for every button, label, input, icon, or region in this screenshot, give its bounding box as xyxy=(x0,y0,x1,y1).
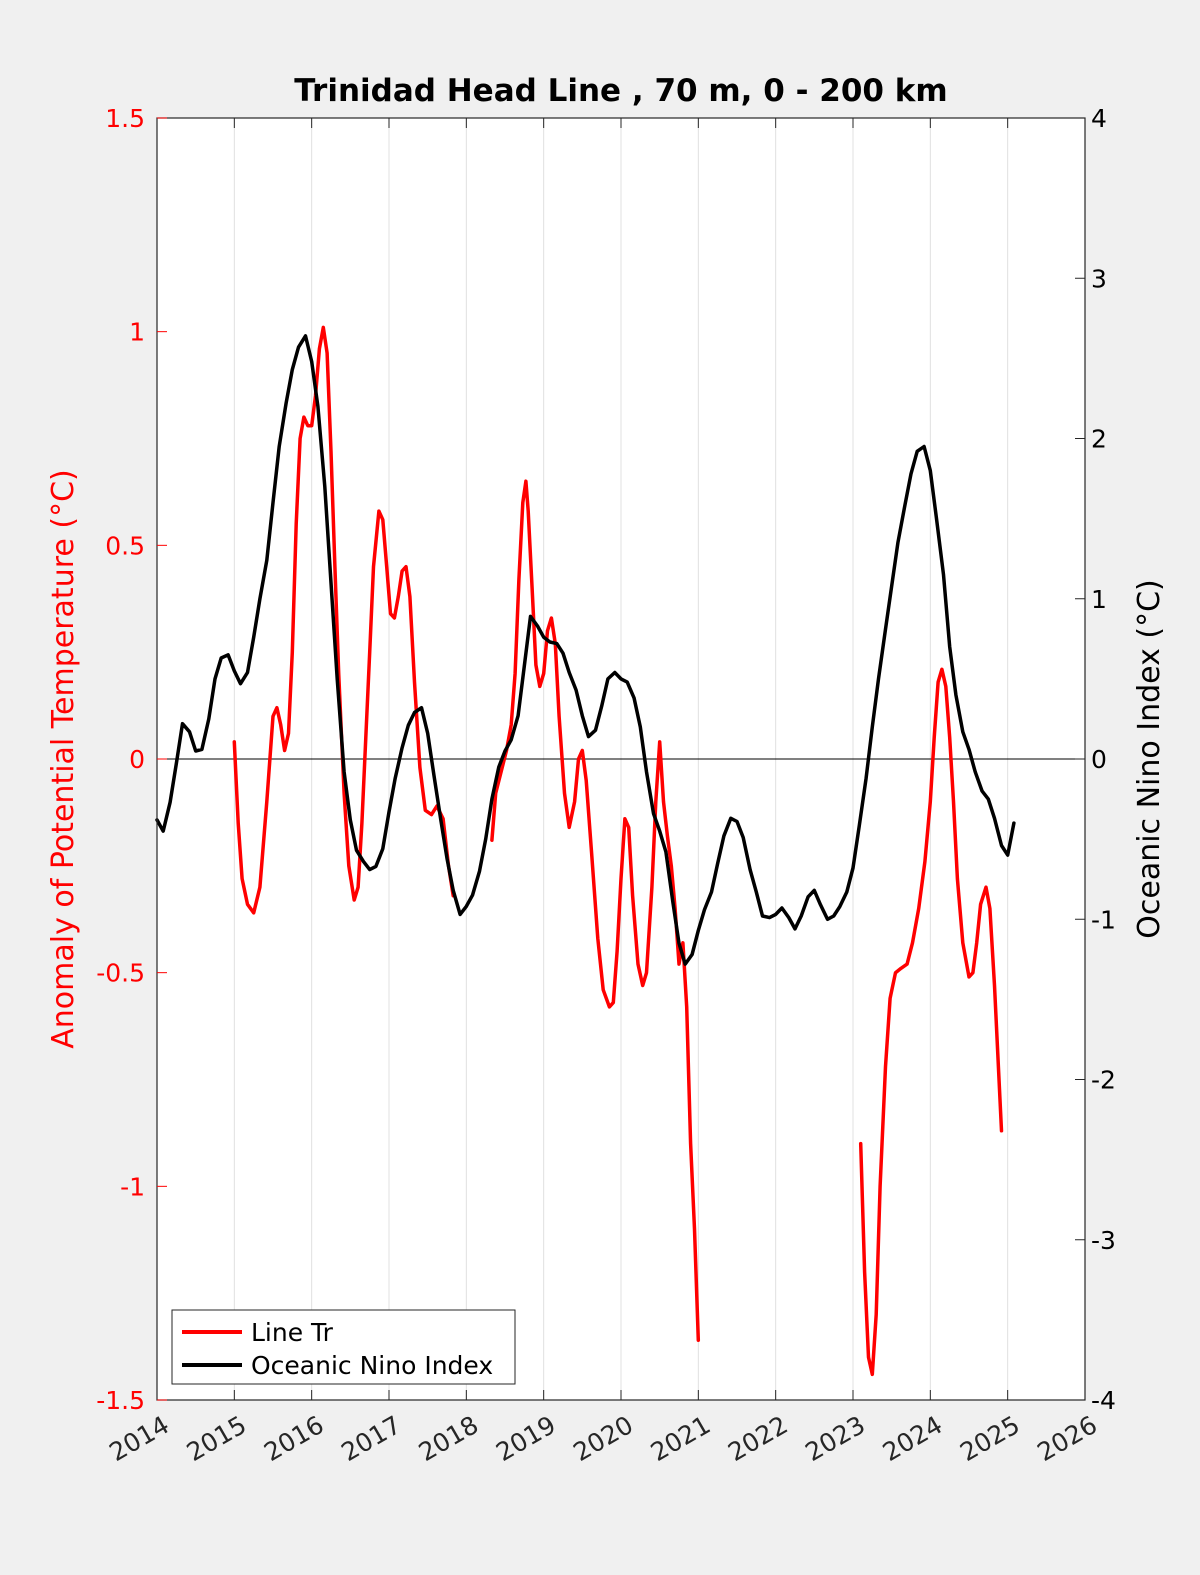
legend-box xyxy=(171,1309,516,1385)
y-left-tick-label: -0.5 xyxy=(96,959,145,988)
y-left-tick-label: 1 xyxy=(129,318,145,347)
x-tick-label: 2015 xyxy=(182,1410,252,1467)
y-right-tick-label: -3 xyxy=(1091,1226,1116,1255)
y-right-tick-label: -4 xyxy=(1091,1386,1116,1415)
x-tick-label: 2026 xyxy=(1032,1410,1102,1467)
y-right-tick-label: -1 xyxy=(1091,905,1116,934)
y-right-tick-label: 1 xyxy=(1091,585,1107,614)
x-tick-label: 2024 xyxy=(878,1410,948,1467)
series-line-line-tr-segment-1 xyxy=(490,479,701,1342)
x-tick-label: 2023 xyxy=(800,1410,870,1467)
y-left-tick-label: -1 xyxy=(120,1172,145,1201)
y-right-tick-label: 0 xyxy=(1091,745,1107,774)
series-group xyxy=(155,325,1016,1377)
x-tick-label: 2020 xyxy=(568,1410,638,1467)
series-line-line-tr-segment-2 xyxy=(858,667,1004,1377)
legend: Line Tr Oceanic Nino Index xyxy=(171,1309,516,1385)
y-left-tick-label: 0 xyxy=(129,745,145,774)
y-right-tick-label: 2 xyxy=(1091,425,1107,454)
y-left-tick-label: 0.5 xyxy=(105,531,145,560)
y-left-tick-label: -1.5 xyxy=(96,1386,145,1415)
y-axis-left-label: Anomaly of Potential Temperature (°C) xyxy=(46,469,81,1048)
y-right-tick-label: 4 xyxy=(1091,104,1107,133)
y-right-tick-label: 3 xyxy=(1091,264,1107,293)
series-line-oni-segment-0 xyxy=(155,334,1016,966)
y-axis-right-label: Oceanic Nino Index (°C) xyxy=(1132,579,1167,939)
x-tick-label: 2017 xyxy=(336,1410,406,1467)
legend-label-line-tr: Line Tr xyxy=(251,1318,334,1347)
y-left-tick-label: 1.5 xyxy=(105,104,145,133)
x-tick-label: 2019 xyxy=(491,1410,561,1467)
y-right-tick-label: -2 xyxy=(1091,1066,1116,1095)
x-tick-label: 2016 xyxy=(259,1410,329,1467)
x-tick-label: 2014 xyxy=(104,1410,174,1467)
legend-label-oni: Oceanic Nino Index xyxy=(251,1351,493,1380)
x-tick-label: 2022 xyxy=(723,1410,793,1467)
chart-title: Trinidad Head Line , 70 m, 0 - 200 km xyxy=(294,73,947,109)
x-tick-label: 2025 xyxy=(955,1410,1025,1467)
x-tick-label: 2018 xyxy=(414,1410,484,1467)
x-tick-label: 2021 xyxy=(646,1410,716,1467)
